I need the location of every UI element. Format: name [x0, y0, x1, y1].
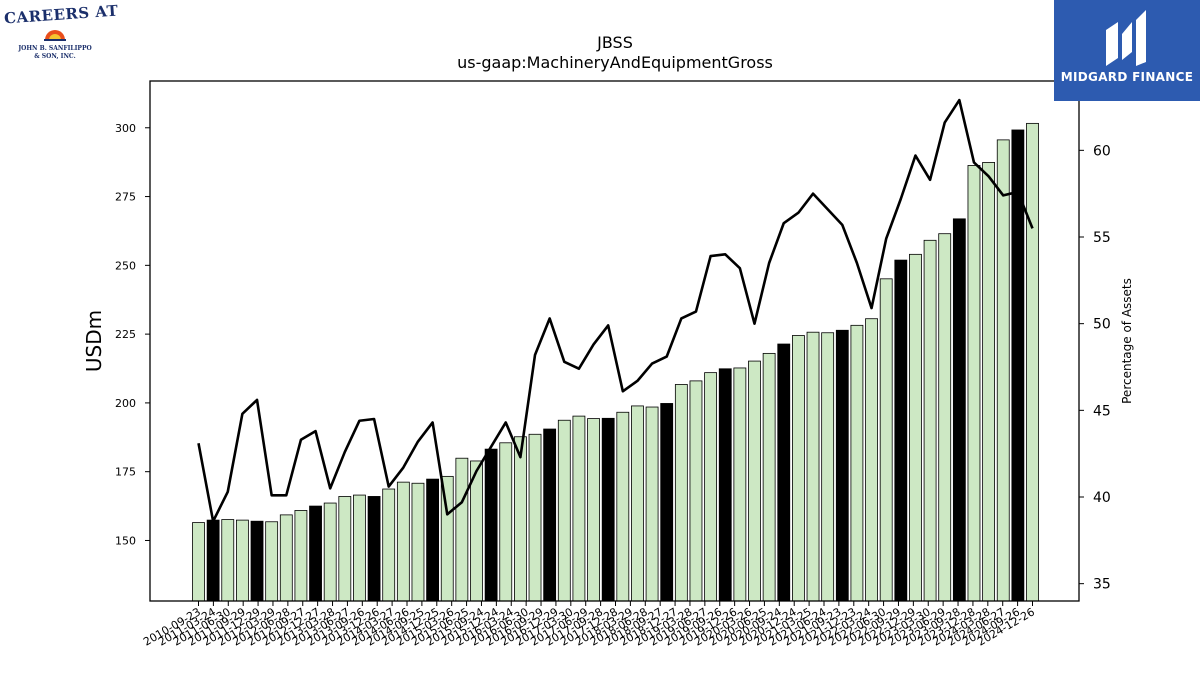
logo-midgard-name: MIDGARD FINANCE: [1060, 70, 1194, 84]
bar: [279, 514, 293, 602]
chart-title: JBSS: [596, 33, 633, 52]
bar: [631, 405, 644, 602]
bar: [660, 403, 674, 602]
right-axis-label: Percentage of Assets: [1120, 278, 1134, 404]
bar: [367, 496, 381, 602]
logo-company-line-1: JOHN B. SANFILIPPO: [18, 45, 92, 52]
bar: [528, 433, 542, 602]
bar: [499, 442, 513, 602]
bar: [587, 418, 600, 602]
right-y-axis: 35 40 45 50 55 60: [1079, 143, 1111, 593]
plot-frame: [149, 80, 1080, 602]
bar: [952, 218, 966, 602]
bar: [689, 380, 703, 602]
bar: [426, 478, 440, 602]
chart-subtitle: us-gaap:MachineryAndEquipmentGross: [457, 53, 773, 72]
bar: [484, 448, 498, 602]
x-axis: 2010-09-232011-03-242011-06-302011-09-29…: [141, 601, 1037, 649]
bar: [674, 384, 688, 602]
bar: [206, 519, 220, 602]
bar: [894, 259, 908, 602]
bar: [733, 367, 747, 602]
bar: [718, 368, 732, 602]
bar: [806, 331, 820, 602]
bar: [1026, 122, 1039, 602]
bar: [967, 165, 981, 602]
bar: [514, 436, 527, 602]
bar: [879, 278, 893, 602]
left-axis-label: USDm: [82, 310, 106, 372]
left-axis-tick-label: 300: [115, 122, 136, 135]
left-y-axis: 150 175 200 225 250 275 300: [115, 122, 150, 547]
bar: [411, 482, 425, 602]
bar: [616, 411, 630, 602]
bar: [704, 372, 718, 602]
bar: [543, 428, 557, 602]
right-axis-tick-label: 55: [1093, 230, 1111, 246]
logo-careers-text: CAREERS AT: [3, 1, 119, 28]
left-axis-tick-label: 200: [115, 397, 136, 410]
left-axis-tick-label: 275: [115, 191, 136, 204]
bar: [221, 519, 235, 602]
bar: [835, 329, 849, 602]
bar: [396, 481, 410, 602]
bar: [938, 233, 952, 602]
bar: [923, 239, 937, 602]
logo-company-line-2: & SON, INC.: [34, 53, 76, 60]
midgard-m-icon: [1106, 10, 1146, 66]
bar: [821, 332, 835, 602]
right-axis-tick-label: 45: [1093, 403, 1111, 419]
percentage-of-assets-line: [197, 98, 1034, 523]
bar: [323, 502, 337, 602]
bar: [850, 324, 864, 602]
bar: [557, 419, 571, 602]
bar: [601, 417, 615, 602]
bar: [338, 496, 352, 602]
midgard-finance-logo: MIDGARD FINANCE: [1054, 0, 1200, 101]
bar: [192, 522, 205, 602]
bar: [572, 415, 586, 602]
bar: [762, 352, 776, 602]
bar: [235, 519, 249, 602]
john-b-sanfilippo-careers-logo: CAREERS AT JOHN B. SANFILIPPO & SON, INC…: [3, 1, 119, 74]
bar: [265, 521, 279, 602]
bar: [455, 457, 469, 602]
left-axis-tick-label: 150: [115, 534, 136, 547]
sunburst-icon: [44, 30, 66, 41]
bar: [982, 162, 996, 602]
bar: [748, 360, 761, 602]
bar: [645, 406, 659, 602]
bar: [777, 343, 791, 602]
plot-area: [149, 80, 1080, 602]
left-axis-tick-label: 250: [115, 259, 136, 272]
right-axis-tick-label: 35: [1093, 577, 1111, 593]
left-axis-tick-label: 225: [115, 328, 136, 341]
bar: [792, 335, 805, 602]
bar: [250, 520, 264, 602]
bar: [294, 510, 308, 602]
right-axis-tick-label: 50: [1093, 317, 1111, 333]
bar: [865, 318, 878, 602]
right-axis-tick-label: 60: [1093, 143, 1111, 159]
bar: [309, 505, 322, 602]
bar: [909, 253, 922, 602]
left-axis-tick-label: 175: [115, 466, 136, 479]
bar: [353, 494, 366, 602]
right-axis-tick-label: 40: [1093, 490, 1111, 506]
bar: [996, 139, 1010, 602]
bar: [382, 488, 396, 602]
